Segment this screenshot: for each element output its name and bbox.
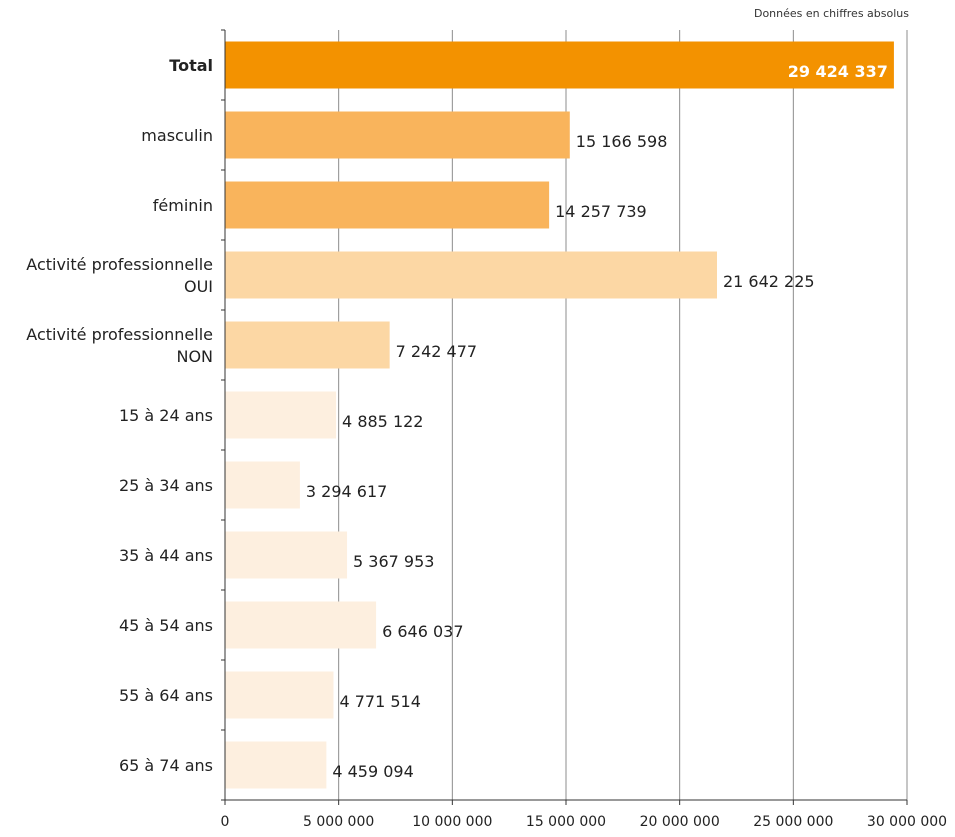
category-label: 25 à 34 ans bbox=[119, 476, 213, 495]
value-label: 4 885 122 bbox=[342, 412, 423, 431]
value-label: 3 294 617 bbox=[306, 482, 387, 501]
x-tick-label: 0 bbox=[221, 814, 230, 830]
category-label: Activité professionnelle bbox=[26, 325, 213, 344]
category-label: masculin bbox=[141, 126, 213, 145]
category-label: NON bbox=[176, 347, 213, 366]
value-label: 4 771 514 bbox=[339, 692, 420, 711]
bar bbox=[225, 531, 348, 579]
bar bbox=[225, 111, 570, 159]
category-label: Activité professionnelle bbox=[26, 255, 213, 274]
x-tick-label: 10 000 000 bbox=[412, 814, 492, 830]
category-label: 15 à 24 ans bbox=[119, 406, 213, 425]
value-label: 29 424 337 bbox=[788, 62, 888, 81]
value-label: 15 166 598 bbox=[576, 132, 668, 151]
value-label: 5 367 953 bbox=[353, 552, 434, 571]
x-tick-label: 20 000 000 bbox=[640, 814, 720, 830]
value-label: 6 646 037 bbox=[382, 622, 463, 641]
category-label: 35 à 44 ans bbox=[119, 546, 213, 565]
bar bbox=[225, 251, 717, 299]
bar bbox=[225, 181, 550, 229]
category-label: OUI bbox=[184, 277, 213, 296]
category-label: Total bbox=[169, 56, 213, 75]
category-label: féminin bbox=[153, 196, 213, 215]
x-tick-label: 15 000 000 bbox=[526, 814, 606, 830]
bar bbox=[225, 461, 300, 509]
x-tick-label: 25 000 000 bbox=[753, 814, 833, 830]
value-label: 21 642 225 bbox=[723, 272, 815, 291]
bar bbox=[225, 321, 390, 369]
value-label: 14 257 739 bbox=[555, 202, 647, 221]
bar bbox=[225, 741, 327, 789]
x-tick-label: 5 000 000 bbox=[303, 814, 374, 830]
bar bbox=[225, 41, 894, 89]
value-label: 4 459 094 bbox=[332, 762, 413, 781]
value-label: 7 242 477 bbox=[396, 342, 477, 361]
bar bbox=[225, 391, 337, 439]
category-label: 65 à 74 ans bbox=[119, 756, 213, 775]
bar bbox=[225, 601, 377, 649]
bar bbox=[225, 671, 334, 719]
x-tick-label: 30 000 000 bbox=[867, 814, 947, 830]
data-note: Données en chiffres absolus bbox=[753, 7, 909, 20]
category-label: 45 à 54 ans bbox=[119, 616, 213, 635]
category-label: 55 à 64 ans bbox=[119, 686, 213, 705]
